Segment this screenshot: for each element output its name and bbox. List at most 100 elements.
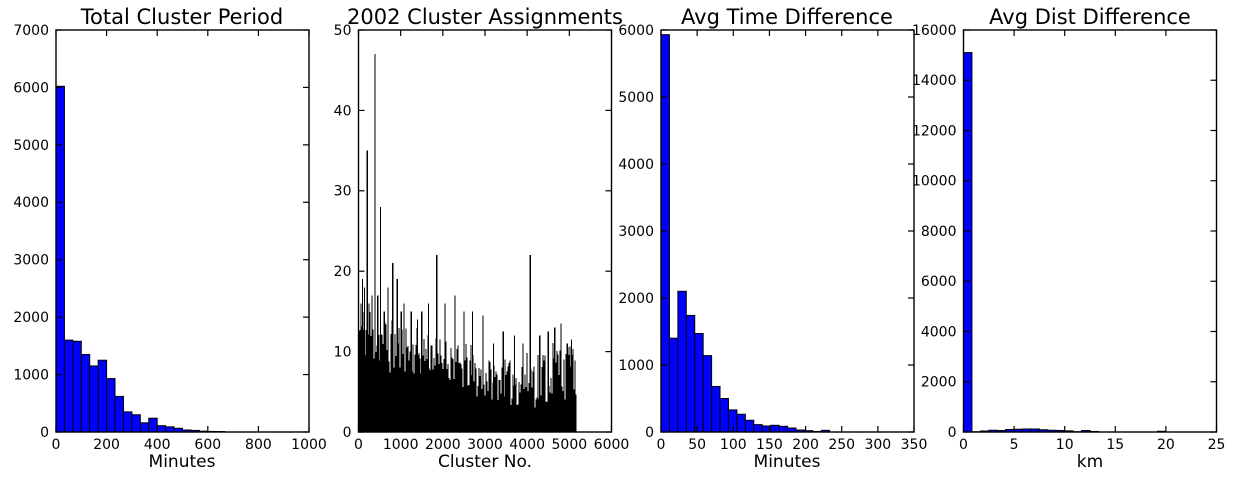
dense-bar <box>388 361 390 432</box>
dense-bar <box>555 362 557 432</box>
dense-bar <box>542 354 544 432</box>
dense-bar <box>359 329 361 432</box>
dense-bar <box>574 360 576 432</box>
dense-bar <box>510 405 512 432</box>
dense-bar-spike <box>471 311 474 432</box>
dense-bar <box>481 388 483 432</box>
histogram-bar <box>114 395 124 433</box>
dense-bar <box>534 407 536 432</box>
dense-bar-spike <box>363 287 366 432</box>
histogram-bar <box>80 353 91 433</box>
subplot-title-avg-dist-difference: Avg Dist Difference <box>989 5 1191 29</box>
dense-bar-spike <box>366 150 368 432</box>
dense-bar <box>532 371 534 432</box>
y-tick-label: 6000 <box>618 23 654 39</box>
x-tick-label: 800 <box>245 437 272 453</box>
dense-bar-spike <box>403 303 405 432</box>
dense-bar-spike <box>396 279 398 432</box>
xlabel-minutes-1: Minutes <box>148 452 216 472</box>
dense-bar <box>496 374 498 432</box>
x-tick-label: 4000 <box>509 437 545 453</box>
dense-bar <box>375 352 377 432</box>
dense-bar <box>494 376 496 432</box>
dense-bar-spike <box>513 335 516 432</box>
dense-bar <box>418 353 420 432</box>
dense-bar <box>559 350 561 432</box>
y-tick-label: 2000 <box>921 375 957 391</box>
dense-bar <box>389 372 391 432</box>
dense-bar <box>500 393 502 432</box>
dense-bar <box>411 371 413 432</box>
dense-bar <box>369 312 371 432</box>
dense-bar <box>546 402 548 432</box>
dense-bar <box>524 374 526 432</box>
x-tick-label: 250 <box>828 437 855 453</box>
dense-bar <box>545 401 547 432</box>
dense-bar <box>413 373 415 432</box>
histogram-bar <box>139 422 150 433</box>
dense-bar <box>541 367 543 432</box>
dense-bar <box>433 357 435 432</box>
y-tick-label: 30 <box>334 184 352 200</box>
histogram-bar <box>148 417 158 433</box>
y-tick-label: 2000 <box>13 310 49 326</box>
dense-bar <box>573 389 575 432</box>
histogram-bar <box>727 409 738 433</box>
histogram-bar <box>97 359 108 433</box>
dense-bar <box>549 392 551 432</box>
dense-bar-spike <box>421 311 423 432</box>
dense-bar-spike <box>383 311 385 432</box>
histogram-bar <box>677 290 687 433</box>
dense-bar <box>552 343 554 432</box>
dense-bar <box>465 343 467 432</box>
dense-bar <box>508 362 510 432</box>
xlabel-km: km <box>1076 452 1104 472</box>
dense-bar <box>385 324 387 432</box>
dense-bar <box>575 394 577 432</box>
dense-bar <box>536 397 538 432</box>
x-tick-label: 400 <box>144 437 171 453</box>
dense-bar <box>440 355 442 432</box>
dense-bar <box>523 388 525 432</box>
dense-bar <box>565 354 567 432</box>
dense-bar <box>432 369 434 432</box>
dense-bar <box>535 399 537 432</box>
dense-bar <box>476 396 478 432</box>
dense-bar <box>564 399 566 432</box>
dense-bar-spike <box>566 343 568 432</box>
dense-bar <box>526 352 528 432</box>
x-tick-label: 0 <box>959 437 968 453</box>
dense-bar <box>464 360 466 432</box>
dense-bar <box>438 363 440 432</box>
x-tick-label: 200 <box>93 437 120 453</box>
dense-bar <box>507 366 509 432</box>
dense-bar <box>455 361 457 432</box>
y-tick-label: 40 <box>334 103 352 119</box>
x-tick-label: 20 <box>1157 437 1175 453</box>
dense-bar <box>372 329 374 432</box>
dense-bar-spike <box>410 311 412 432</box>
y-tick-label: 4000 <box>921 324 957 340</box>
dense-bar-spike <box>436 255 438 432</box>
histogram-bar <box>770 424 780 433</box>
dense-bar <box>484 395 486 432</box>
xlabel-minutes-2: Minutes <box>753 452 821 472</box>
dense-bar <box>425 348 427 432</box>
dense-bar <box>569 346 571 432</box>
dense-bar <box>501 367 503 432</box>
dense-bar <box>402 354 404 432</box>
dense-bar <box>452 358 454 432</box>
dense-bar <box>378 334 380 432</box>
dense-bar <box>442 368 444 432</box>
y-tick-label: 50 <box>334 23 352 39</box>
dense-bar <box>489 362 491 432</box>
dense-bar <box>551 393 553 432</box>
y-tick-label: 10000 <box>912 174 957 190</box>
x-tick-label: 15 <box>1106 437 1124 453</box>
y-tick-label: 20 <box>334 264 352 280</box>
dense-bar <box>404 371 406 432</box>
dense-bar <box>519 392 521 432</box>
subplot-title-total-cluster-period: Total Cluster Period <box>80 5 284 29</box>
dense-bar <box>419 358 421 432</box>
